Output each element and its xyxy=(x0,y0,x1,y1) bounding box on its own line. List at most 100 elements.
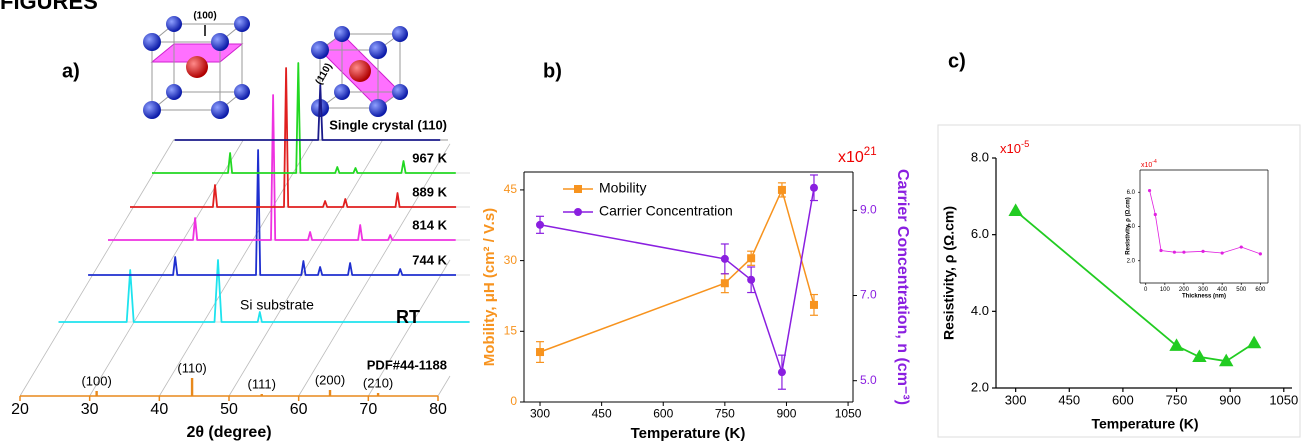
series-label: 889 K xyxy=(412,184,447,199)
plane-label: (100) xyxy=(193,11,216,22)
axis-multiplier: x10-4 xyxy=(1141,159,1157,169)
marker xyxy=(536,220,545,229)
x-axis-label: 2θ (degree) xyxy=(186,424,271,441)
panel-label: c) xyxy=(948,50,966,72)
series-label: 967 K xyxy=(412,150,447,165)
atom xyxy=(166,16,182,32)
series-label: Single crystal (110) xyxy=(329,117,447,132)
marker xyxy=(1159,248,1163,253)
floor-grid-line xyxy=(298,143,451,397)
x-tick-label: 900 xyxy=(776,407,796,421)
y-tick-label: 2.0 xyxy=(971,379,989,394)
atom xyxy=(211,101,229,119)
y-tick-label: 30 xyxy=(504,253,518,267)
floor-grid-line xyxy=(228,139,383,397)
atom xyxy=(334,84,350,100)
y-tick-label: 2.0 xyxy=(1127,258,1136,264)
multiplier-exponent: -4 xyxy=(1152,159,1157,165)
series-line xyxy=(1149,190,1261,255)
center-atom xyxy=(186,56,208,78)
y-axis-label: Resistivity, ρ (Ω.cm) xyxy=(1126,197,1132,254)
series-label: 814 K xyxy=(412,217,447,232)
reference-peak xyxy=(95,391,98,396)
reference-peak xyxy=(328,390,332,396)
marker xyxy=(1147,188,1152,193)
atom xyxy=(369,99,387,117)
multiplier-base: x10 xyxy=(1141,162,1152,169)
x-tick-label: 300 xyxy=(1005,393,1027,408)
x-tick-label: 30 xyxy=(81,401,99,418)
x-tick-label: 500 xyxy=(1236,287,1247,293)
plane-label: (110) xyxy=(314,61,335,86)
floor-grid-line xyxy=(19,139,174,397)
marker xyxy=(1239,245,1243,249)
atom xyxy=(166,84,182,100)
y2-tick-label: 5.0 xyxy=(860,373,877,387)
y-tick-label: 15 xyxy=(504,323,518,337)
marker xyxy=(720,254,729,263)
floor-grid-line xyxy=(437,375,451,397)
reference-peak xyxy=(260,394,263,396)
x-axis-label: Temperature (K) xyxy=(1091,416,1198,432)
spectrum xyxy=(58,259,470,323)
marker xyxy=(536,348,545,357)
marker xyxy=(1258,252,1262,256)
y-axis-label: Resistivity, ρ (Ω.cm) xyxy=(941,206,957,340)
y2-tick-label: 7.0 xyxy=(860,288,877,302)
series-label: 744 K xyxy=(412,252,447,267)
spectrum xyxy=(130,67,457,208)
panel-frame xyxy=(937,124,1301,438)
x-tick-label: 750 xyxy=(715,407,735,421)
marker xyxy=(1182,250,1186,254)
marker xyxy=(1153,212,1157,217)
reference-peak xyxy=(190,378,194,396)
x-tick-label: 100 xyxy=(1160,287,1171,293)
atom xyxy=(334,26,350,42)
x-tick-label: 1050 xyxy=(835,407,862,421)
marker xyxy=(777,185,786,194)
reference-label: (210) xyxy=(363,375,393,390)
floor-grid-line xyxy=(158,139,314,397)
x-tick-label: 300 xyxy=(530,407,550,421)
axis-multiplier: x10-5 xyxy=(1000,139,1029,156)
panel-label: a) xyxy=(62,60,80,82)
x-tick-label: 300 xyxy=(1198,287,1209,293)
x-tick-label: 80 xyxy=(429,401,447,418)
marker xyxy=(1169,338,1184,351)
x-tick-label: 600 xyxy=(1112,393,1134,408)
y-tick-label: 0 xyxy=(510,394,517,408)
reference-label: (111) xyxy=(248,376,276,391)
x-tick-label: 40 xyxy=(150,401,168,418)
spectrum xyxy=(152,62,456,174)
y-tick-label: 4.0 xyxy=(1127,224,1136,230)
x-tick-label: 0 xyxy=(1144,287,1148,293)
multiplier-base: x10 xyxy=(1000,141,1021,156)
marker xyxy=(747,254,756,263)
marker xyxy=(1201,249,1205,253)
y2-tick-label: 9.0 xyxy=(860,203,877,217)
spectrum xyxy=(88,149,456,276)
marker xyxy=(809,183,818,192)
series-label: RT xyxy=(396,307,420,327)
atom xyxy=(311,41,329,59)
atom xyxy=(392,26,408,42)
x-tick-label: 400 xyxy=(1217,287,1228,293)
x-tick-label: 600 xyxy=(1255,287,1266,293)
y-axis-label: Mobility, μH (cm² / V.s) xyxy=(481,208,498,366)
y-tick-label: 6.0 xyxy=(971,226,989,241)
axis-multiplier: x1021 xyxy=(838,146,877,166)
x-tick-label: 60 xyxy=(290,401,308,418)
x-axis-label: Temperature (K) xyxy=(631,425,746,442)
floor-grid-line xyxy=(89,139,244,397)
atom xyxy=(211,33,229,51)
reference-name: PDF#44-1188 xyxy=(367,357,447,372)
floor-grid-line xyxy=(367,259,451,397)
marker xyxy=(1172,250,1176,254)
multiplier-exponent: -5 xyxy=(1021,139,1029,149)
annotation: Si substrate xyxy=(240,297,314,313)
marker xyxy=(747,275,756,284)
marker xyxy=(809,300,818,309)
x-axis-label: Thickness (nm) xyxy=(1182,294,1226,300)
